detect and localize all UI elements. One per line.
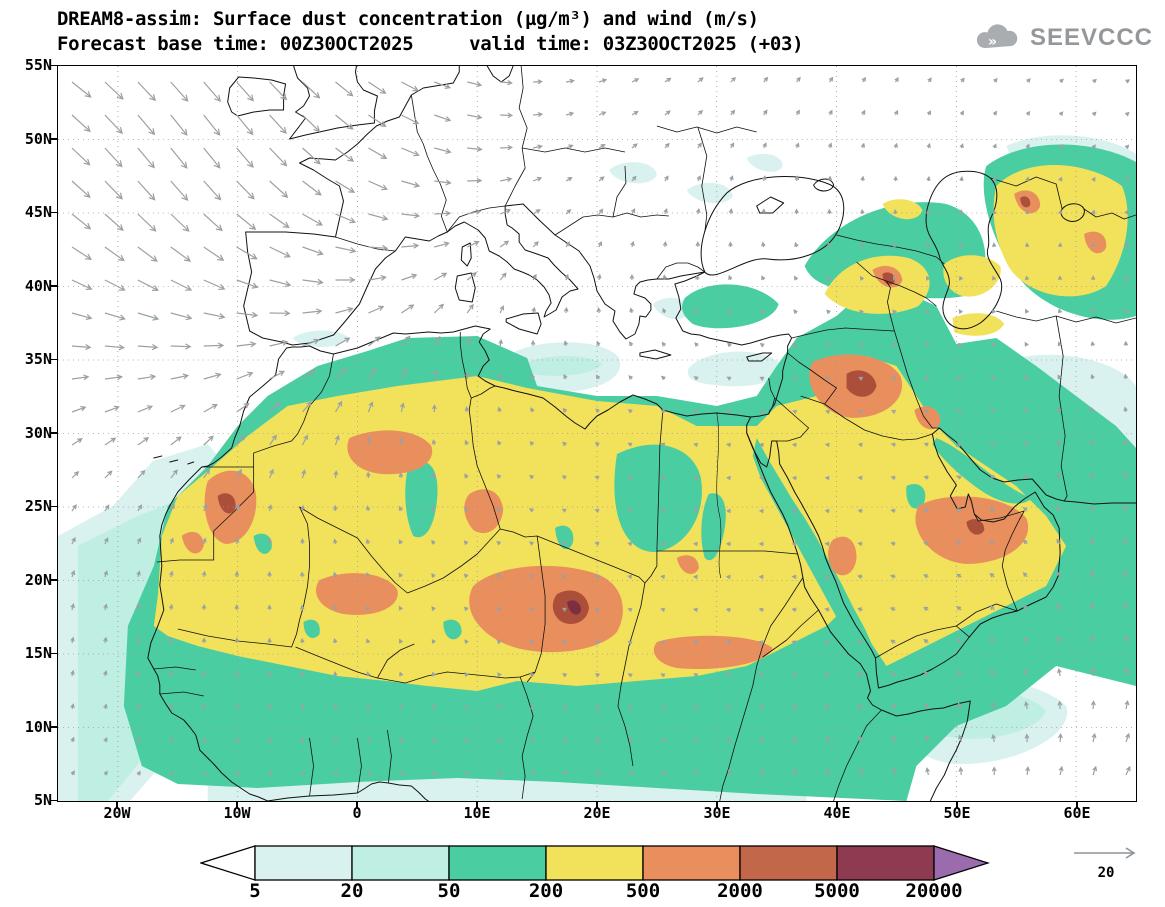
lon-tick	[1076, 801, 1078, 808]
lon-label: 30E	[703, 804, 731, 822]
logo-text: SEEVCCC	[1029, 24, 1153, 51]
lon-label: 20W	[103, 804, 131, 822]
lat-label: 10N	[24, 718, 52, 736]
lat-tick	[50, 358, 57, 360]
svg-text:»: »	[988, 34, 997, 50]
lat-label: 40N	[24, 277, 52, 295]
colorbar-segment	[836, 845, 935, 881]
colorbar-right-arrow	[933, 845, 990, 881]
lon-label: 10W	[223, 804, 251, 822]
lon-label: 60E	[1063, 804, 1091, 822]
lat-label: 15N	[24, 644, 52, 662]
colorbar-value: 2000	[717, 880, 763, 902]
lon-tick	[116, 801, 118, 808]
dust-forecast-map	[58, 66, 1136, 801]
lon-label: 10E	[463, 804, 491, 822]
colorbar-segment	[739, 845, 838, 881]
map-frame	[57, 65, 1137, 802]
coastline-layer	[147, 66, 1136, 801]
lat-tick	[50, 579, 57, 581]
cloud-icon: »	[976, 24, 1018, 50]
colorbar-value: 500	[625, 880, 661, 902]
lat-label: 5N	[33, 791, 52, 809]
colorbar-segment	[448, 845, 547, 881]
wind-reference-value: 20	[1097, 865, 1115, 881]
colorbar-value: 200	[528, 880, 564, 902]
lat-label: 50N	[24, 130, 52, 148]
lat-label: 55N	[24, 56, 52, 74]
colorbar-value: 5000	[814, 880, 860, 902]
lat-label: 30N	[24, 424, 52, 442]
lat-tick	[50, 432, 57, 434]
colorbar-left-arrow	[200, 845, 256, 881]
wind-vector-layer	[70, 76, 1131, 776]
lat-label: 25N	[24, 497, 52, 515]
colorbar-value: 20000	[905, 880, 963, 902]
lon-tick	[236, 801, 238, 808]
colorbar-segment	[351, 845, 450, 881]
lon-tick	[596, 801, 598, 808]
lon-tick	[356, 801, 358, 808]
page-title: DREAM8-assim: Surface dust concentration…	[57, 8, 759, 30]
lat-label: 45N	[24, 203, 52, 221]
lon-label: 40E	[823, 804, 851, 822]
lon-tick	[716, 801, 718, 808]
lat-tick	[50, 285, 57, 287]
lat-tick	[50, 138, 57, 140]
lon-label: 50E	[943, 804, 971, 822]
lat-label: 20N	[24, 571, 52, 589]
lat-tick	[50, 726, 57, 728]
lon-tick	[836, 801, 838, 808]
colorbar-segment	[642, 845, 741, 881]
lon-tick	[476, 801, 478, 808]
lat-tick	[50, 64, 57, 66]
colorbar-segment	[254, 845, 353, 881]
graticule	[58, 66, 1136, 801]
dust-colorbar	[200, 845, 990, 881]
lon-label: 0	[352, 804, 362, 822]
border-layer	[153, 66, 1136, 801]
colorbar-segment	[545, 845, 644, 881]
forecast-time-subtitle: Forecast base time: 00Z30OCT2025 valid t…	[57, 33, 804, 55]
colorbar-value: 20	[340, 880, 364, 902]
lat-tick	[50, 505, 57, 507]
lon-tick	[956, 801, 958, 808]
colorbar-value: 50	[437, 880, 461, 902]
seevccc-logo: » SEEVCCC	[974, 22, 1153, 54]
wind-reference-arrow-icon	[1074, 847, 1136, 859]
lat-tick	[50, 211, 57, 213]
lon-label: 20E	[583, 804, 611, 822]
wind-reference: 20	[1068, 845, 1144, 881]
lat-tick	[50, 799, 57, 801]
colorbar-value: 5	[249, 880, 261, 902]
lat-label: 35N	[24, 350, 52, 368]
lat-tick	[50, 652, 57, 654]
